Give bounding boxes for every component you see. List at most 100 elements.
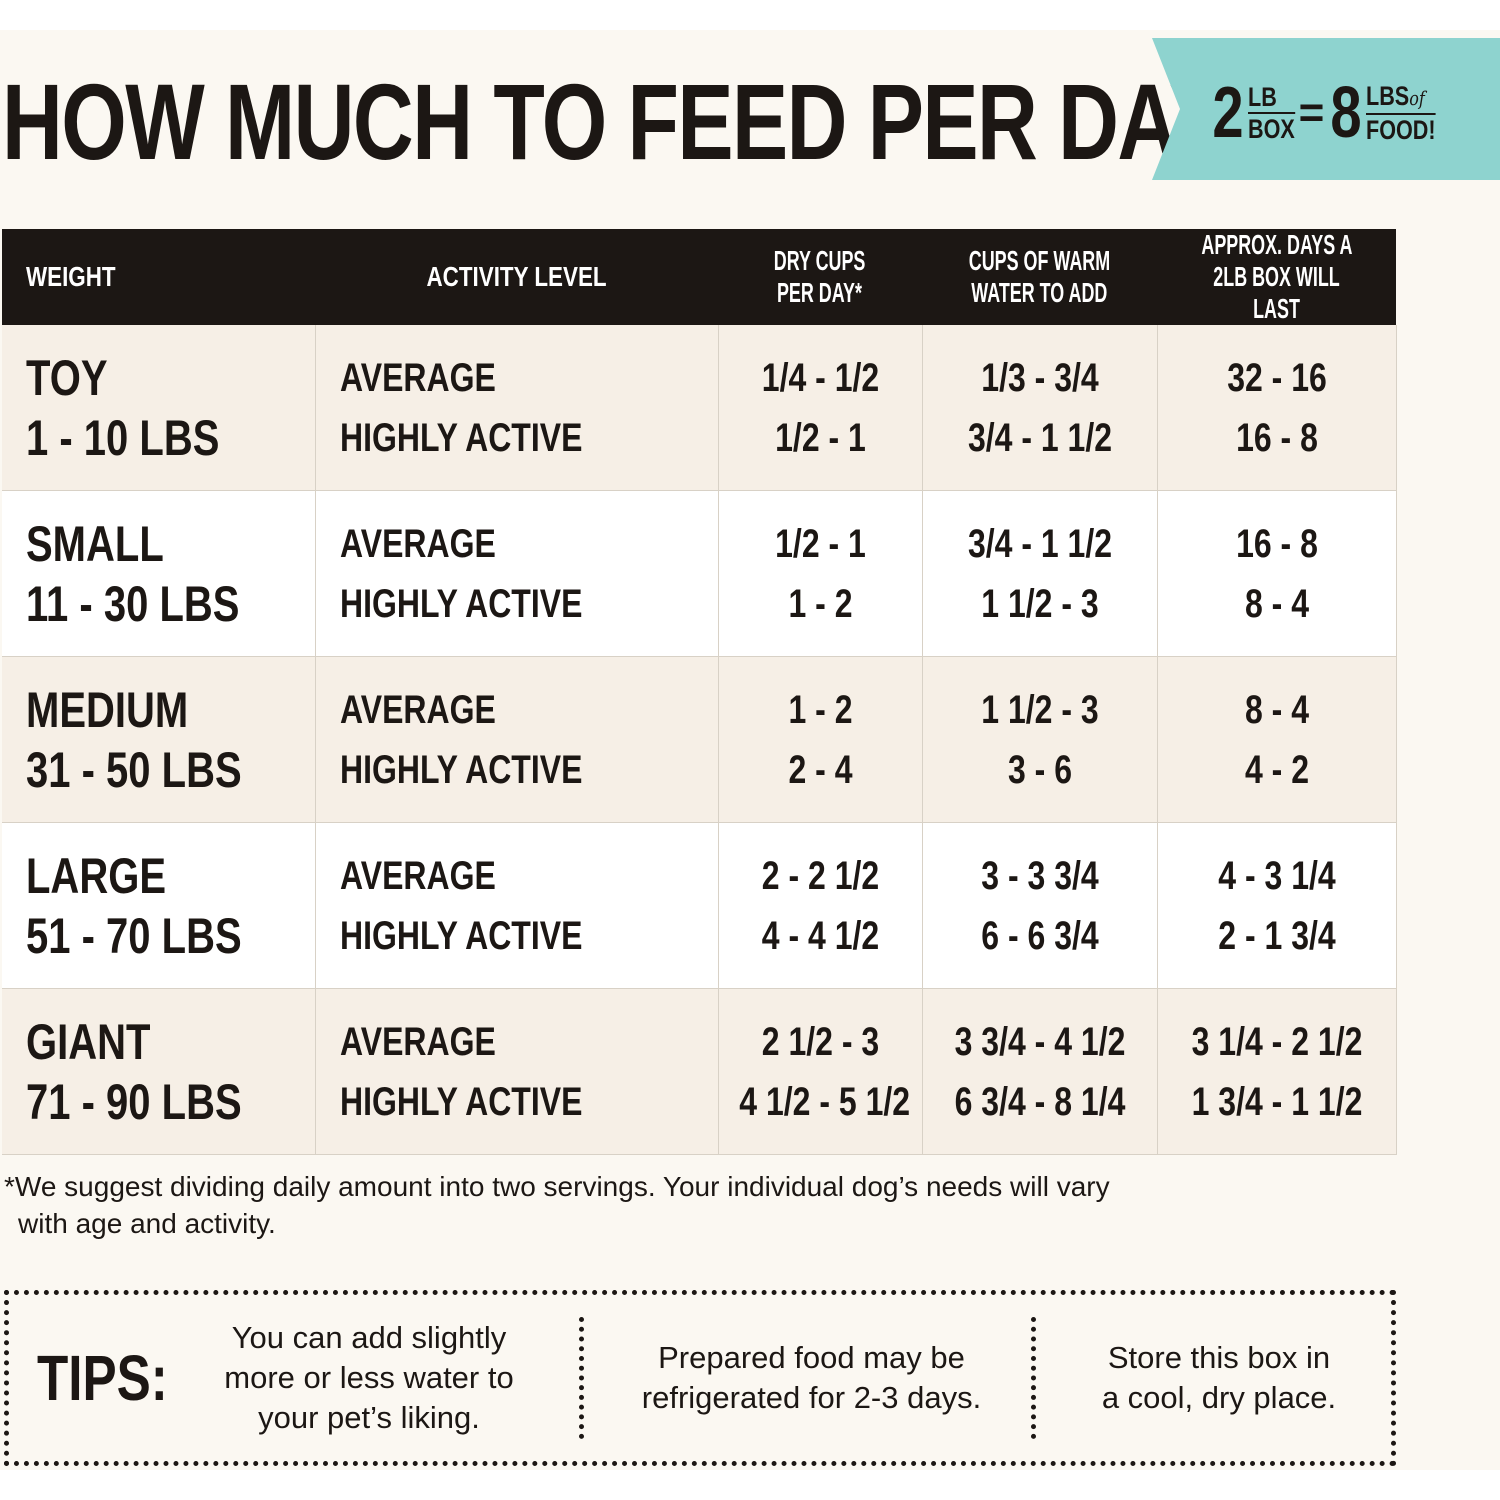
activity-high: HIGHLY ACTIVE [339, 747, 582, 792]
box-unit-bottom: BOX [1248, 114, 1295, 144]
header-days-line2: 2LB BOX WILL LAST [1213, 261, 1340, 324]
dry-cups-high: 4 - 4 1/2 [761, 913, 879, 958]
size-cell: GIANT 71 - 90 LBS [2, 988, 316, 1155]
table-row: TOY 1 - 10 LBS AVERAGE HIGHLY ACTIVE 1/4 -… [2, 325, 1397, 491]
days-high: 1 3/4 - 1 1/2 [1191, 1079, 1362, 1124]
tip-water-line2: more or less water to [224, 1360, 514, 1395]
tip-water-text: You can add slightly more or less water … [224, 1318, 513, 1438]
water-average: 1/3 - 3/4 [980, 355, 1099, 400]
header-water: CUPS OF WARM WATER TO ADD [922, 229, 1157, 325]
table-row: SMALL 11 - 30 LBS AVERAGE HIGHLY ACTIVE 1/… [2, 490, 1397, 657]
size-range: 51 - 70 LBS [26, 907, 242, 964]
food-unit-top-text: LBS [1366, 81, 1410, 111]
dry-cups-high: 4 1/2 - 5 1/2 [738, 1079, 910, 1124]
water-high: 6 - 6 3/4 [980, 913, 1099, 958]
header-activity-text: ACTIVITY LEVEL [426, 261, 607, 292]
water-high: 3/4 - 1 1/2 [967, 415, 1112, 460]
activity-high: HIGHLY ACTIVE [339, 913, 582, 958]
tips-label: TIPS: [37, 1342, 168, 1414]
activity-cell: AVERAGE HIGHLY ACTIVE [315, 988, 719, 1155]
food-weight: 8 [1330, 73, 1362, 153]
size-range: 71 - 90 LBS [26, 1073, 242, 1130]
water-cell: 3 3/4 - 4 1/2 6 3/4 - 8 1/4 [922, 988, 1158, 1155]
size-range: 31 - 50 LBS [26, 741, 242, 798]
water-cell: 3 - 3 3/4 6 - 6 3/4 [922, 822, 1158, 989]
tip-water-line1: You can add slightly [231, 1320, 507, 1355]
box-yield-badge: 2 LB BOX = 8 LBSof FOOD! [1152, 38, 1500, 180]
header-days-text: APPROX. DAYS A 2LB BOX WILL LAST [1181, 229, 1372, 325]
activity-average: AVERAGE [339, 687, 496, 732]
header-water-line2: WATER TO ADD [971, 277, 1108, 308]
tips-box: TIPS: You can add slightly more or less … [4, 1290, 1396, 1466]
activity-high: HIGHLY ACTIVE [339, 415, 582, 460]
dry-cups-cell: 2 - 2 1/2 4 - 4 1/2 [718, 822, 923, 989]
table-header-row: WEIGHT ACTIVITY LEVEL DRY CUPS PER DAY* C… [2, 229, 1396, 325]
table-row: MEDIUM 31 - 50 LBS AVERAGE HIGHLY ACTIVE 1… [2, 656, 1397, 823]
days-average: 32 - 16 [1226, 355, 1327, 400]
header-water-line1: CUPS OF WARM [968, 245, 1111, 276]
food-unit-top: LBSof [1366, 81, 1436, 115]
footnote-line1: *We suggest dividing daily amount into t… [4, 1171, 1110, 1202]
dry-cups-cell: 1/4 - 1/2 1/2 - 1 [718, 325, 923, 491]
days-high: 4 - 2 [1244, 747, 1309, 792]
water-average: 3 - 3 3/4 [980, 853, 1099, 898]
days-high: 2 - 1 3/4 [1217, 913, 1336, 958]
days-cell: 16 - 8 8 - 4 [1157, 490, 1397, 657]
size-name: MEDIUM [26, 681, 189, 738]
food-unit: LBSof FOOD! [1366, 81, 1436, 145]
footnote: *We suggest dividing daily amount into t… [4, 1168, 1304, 1242]
days-high: 16 - 8 [1235, 415, 1318, 460]
box-unit-top: LB [1248, 82, 1295, 114]
header-dry-cups-line2: PER DAY* [777, 277, 863, 308]
activity-cell: AVERAGE HIGHLY ACTIVE [315, 822, 719, 989]
header-dry-cups-text: DRY CUPS PER DAY* [763, 245, 878, 309]
activity-average: AVERAGE [339, 853, 496, 898]
size-range: 1 - 10 LBS [26, 409, 220, 466]
activity-average: AVERAGE [339, 521, 496, 566]
size-name: GIANT [26, 1013, 151, 1070]
dry-cups-average: 2 - 2 1/2 [761, 853, 879, 898]
box-unit: LB BOX [1248, 82, 1295, 144]
size-name: LARGE [26, 847, 166, 904]
tip-divider [1031, 1317, 1036, 1439]
activity-average: AVERAGE [339, 1019, 496, 1064]
food-of-text: of [1409, 86, 1426, 110]
size-cell: SMALL 11 - 30 LBS [2, 490, 316, 657]
dry-cups-average: 1/2 - 1 [774, 521, 866, 566]
days-average: 4 - 3 1/4 [1217, 853, 1336, 898]
tip-divider [579, 1317, 584, 1439]
header-days: APPROX. DAYS A 2LB BOX WILL LAST [1157, 229, 1396, 325]
days-cell: 4 - 3 1/4 2 - 1 3/4 [1157, 822, 1397, 989]
activity-cell: AVERAGE HIGHLY ACTIVE [315, 490, 719, 657]
days-cell: 8 - 4 4 - 2 [1157, 656, 1397, 823]
days-cell: 32 - 16 16 - 8 [1157, 325, 1397, 491]
activity-cell: AVERAGE HIGHLY ACTIVE [315, 656, 719, 823]
tip-refrigerate-text: Prepared food may be refrigerated for 2-… [642, 1338, 981, 1418]
table-row: LARGE 51 - 70 LBS AVERAGE HIGHLY ACTIVE 2 … [2, 822, 1397, 989]
size-name: SMALL [26, 515, 164, 572]
activity-cell: AVERAGE HIGHLY ACTIVE [315, 325, 719, 491]
header-water-text: CUPS OF WARM WATER TO ADD [951, 245, 1128, 309]
tip-water: You can add slightly more or less water … [199, 1295, 539, 1461]
dry-cups-average: 2 1/2 - 3 [761, 1019, 879, 1064]
days-average: 8 - 4 [1244, 687, 1309, 732]
dry-cups-average: 1 - 2 [787, 687, 853, 732]
food-unit-bottom: FOOD! [1366, 115, 1436, 145]
water-average: 3 3/4 - 4 1/2 [954, 1019, 1125, 1064]
dry-cups-average: 1/4 - 1/2 [761, 355, 879, 400]
activity-high: HIGHLY ACTIVE [339, 1079, 582, 1124]
water-cell: 1/3 - 3/4 3/4 - 1 1/2 [922, 325, 1158, 491]
size-range: 11 - 30 LBS [26, 575, 240, 632]
days-average: 3 1/4 - 2 1/2 [1191, 1019, 1362, 1064]
header-weight-text: WEIGHT [26, 261, 116, 292]
size-cell: MEDIUM 31 - 50 LBS [2, 656, 316, 823]
water-cell: 1 1/2 - 3 3 - 6 [922, 656, 1158, 823]
header-days-line1: APPROX. DAYS A [1200, 229, 1353, 260]
tip-storage: Store this box in a cool, dry place. [1049, 1295, 1389, 1461]
activity-high: HIGHLY ACTIVE [339, 581, 582, 626]
page-title: HOW MUCH TO FEED PER DAY [2, 61, 1225, 182]
water-high: 3 - 6 [1007, 747, 1072, 792]
dry-cups-cell: 2 1/2 - 3 4 1/2 - 5 1/2 [718, 988, 923, 1155]
tip-storage-line2: a cool, dry place. [1101, 1380, 1337, 1415]
tip-storage-text: Store this box in a cool, dry place. [1102, 1338, 1336, 1418]
